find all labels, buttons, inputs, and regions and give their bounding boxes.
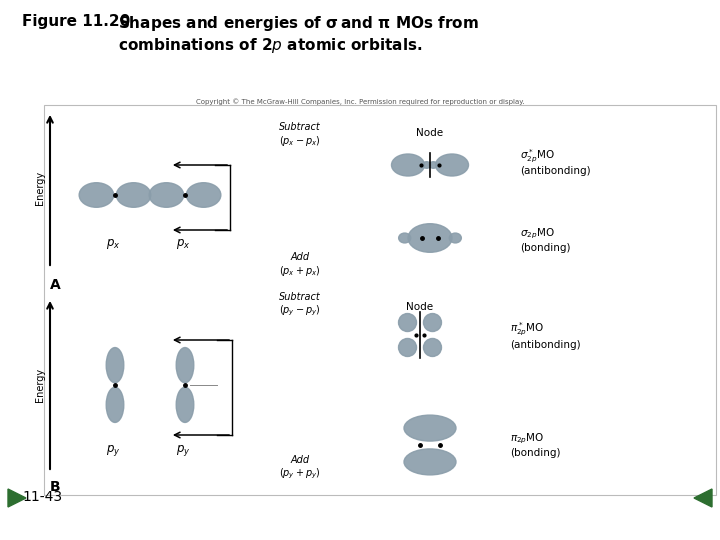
Text: Node: Node — [406, 302, 433, 312]
Ellipse shape — [436, 154, 469, 176]
Ellipse shape — [107, 348, 124, 383]
Ellipse shape — [399, 233, 410, 243]
Text: Add
$(p_x + p_x)$: Add $(p_x + p_x)$ — [279, 252, 321, 278]
Text: Energy: Energy — [35, 171, 45, 205]
Ellipse shape — [408, 224, 452, 252]
Text: A: A — [50, 278, 60, 292]
Ellipse shape — [149, 183, 184, 207]
Ellipse shape — [79, 183, 114, 207]
Ellipse shape — [176, 387, 194, 422]
Ellipse shape — [186, 183, 221, 207]
Text: Copyright © The McGraw-Hill Companies, Inc. Permission required for reproduction: Copyright © The McGraw-Hill Companies, I… — [196, 98, 524, 105]
Ellipse shape — [423, 339, 441, 356]
Text: Node: Node — [416, 128, 444, 138]
Text: $\pi^*_{2p}$MO
(antibonding): $\pi^*_{2p}$MO (antibonding) — [510, 321, 580, 349]
Ellipse shape — [399, 314, 416, 332]
Text: $\sigma^*_{2p}$MO
(antibonding): $\sigma^*_{2p}$MO (antibonding) — [520, 147, 590, 177]
Ellipse shape — [176, 348, 194, 383]
Polygon shape — [694, 489, 712, 507]
Text: Figure 11.20: Figure 11.20 — [22, 14, 130, 29]
Ellipse shape — [399, 339, 416, 356]
Ellipse shape — [117, 183, 151, 207]
FancyBboxPatch shape — [44, 105, 716, 495]
Ellipse shape — [423, 161, 431, 168]
Text: 11-43: 11-43 — [22, 490, 62, 504]
Ellipse shape — [392, 154, 425, 176]
Ellipse shape — [404, 449, 456, 475]
Text: $\sigma_{2p}$MO
(bonding): $\sigma_{2p}$MO (bonding) — [520, 227, 570, 253]
Polygon shape — [8, 489, 26, 507]
Text: $p_x$: $p_x$ — [106, 237, 120, 251]
Text: Subtract
$(p_y - p_y)$: Subtract $(p_y - p_y)$ — [279, 292, 321, 318]
Text: $\pi_{2p}$MO
(bonding): $\pi_{2p}$MO (bonding) — [510, 432, 560, 458]
Text: Shapes and energies of $\mathbf{\sigma}$ and $\mathbf{\pi}$ MOs from: Shapes and energies of $\mathbf{\sigma}$… — [118, 14, 479, 33]
Text: $p_y$: $p_y$ — [176, 443, 190, 458]
Ellipse shape — [404, 415, 456, 441]
Text: $p_x$: $p_x$ — [176, 237, 190, 251]
Text: Energy: Energy — [35, 368, 45, 402]
Ellipse shape — [429, 161, 438, 168]
Ellipse shape — [449, 233, 462, 243]
Text: B: B — [50, 480, 60, 494]
Text: Add
$(p_y + p_y)$: Add $(p_y + p_y)$ — [279, 455, 321, 481]
Ellipse shape — [423, 314, 441, 332]
Text: $p_y$: $p_y$ — [106, 443, 120, 458]
Text: Subtract
$(p_x - p_x)$: Subtract $(p_x - p_x)$ — [279, 122, 321, 148]
Ellipse shape — [107, 387, 124, 422]
Text: combinations of 2$\mathbf{\it{p}}$ atomic orbitals.: combinations of 2$\mathbf{\it{p}}$ atomi… — [118, 36, 423, 55]
